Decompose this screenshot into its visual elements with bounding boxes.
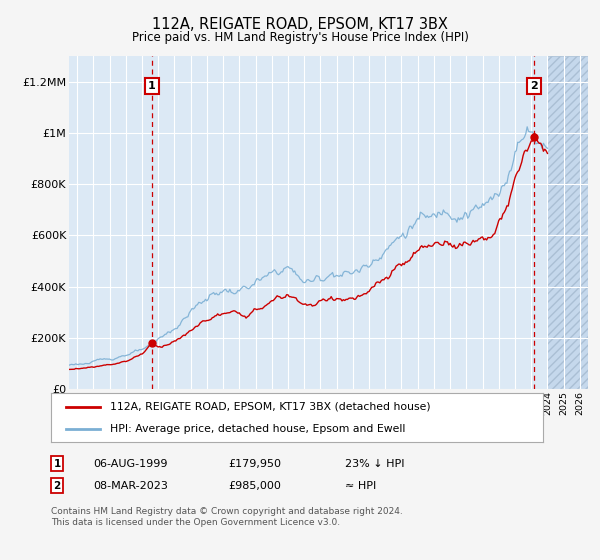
Text: 1: 1	[53, 459, 61, 469]
Text: 2: 2	[530, 81, 538, 91]
Text: 23% ↓ HPI: 23% ↓ HPI	[345, 459, 404, 469]
Text: £179,950: £179,950	[228, 459, 281, 469]
Text: Contains HM Land Registry data © Crown copyright and database right 2024.
This d: Contains HM Land Registry data © Crown c…	[51, 507, 403, 527]
Text: ≈ HPI: ≈ HPI	[345, 480, 376, 491]
Text: 112A, REIGATE ROAD, EPSOM, KT17 3BX: 112A, REIGATE ROAD, EPSOM, KT17 3BX	[152, 17, 448, 32]
Text: Price paid vs. HM Land Registry's House Price Index (HPI): Price paid vs. HM Land Registry's House …	[131, 31, 469, 44]
Text: HPI: Average price, detached house, Epsom and Ewell: HPI: Average price, detached house, Epso…	[110, 423, 406, 433]
Text: 06-AUG-1999: 06-AUG-1999	[93, 459, 167, 469]
Text: £985,000: £985,000	[228, 480, 281, 491]
Text: 1: 1	[148, 81, 155, 91]
Text: 08-MAR-2023: 08-MAR-2023	[93, 480, 168, 491]
Text: 2: 2	[53, 480, 61, 491]
Text: 112A, REIGATE ROAD, EPSOM, KT17 3BX (detached house): 112A, REIGATE ROAD, EPSOM, KT17 3BX (det…	[110, 402, 431, 412]
Bar	[547, 56, 588, 389]
